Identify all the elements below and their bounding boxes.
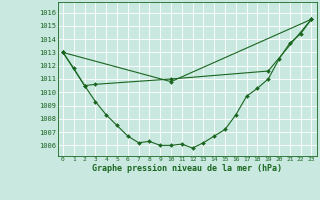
X-axis label: Graphe pression niveau de la mer (hPa): Graphe pression niveau de la mer (hPa) xyxy=(92,164,282,173)
